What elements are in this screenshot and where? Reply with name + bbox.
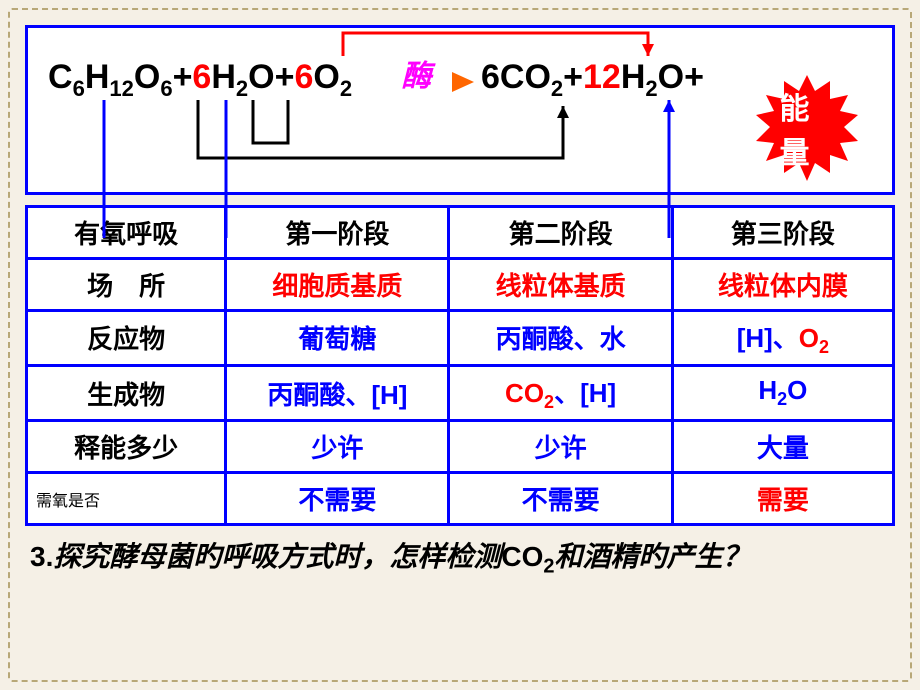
table-cell: 细胞质基质 — [226, 258, 449, 310]
chemical-equation: C6H12O6+6H2O+6O2 酶 6CO2+12H2O+ — [48, 58, 872, 102]
row-label: 场 所 — [27, 258, 226, 310]
table-cell: 丙酮酸、水 — [449, 310, 672, 365]
row-label: 生成物 — [27, 365, 226, 420]
table-cell: 少许 — [449, 421, 672, 473]
row-label: 释能多少 — [27, 421, 226, 473]
main-container: C6H12O6+6H2O+6O2 酶 6CO2+12H2O+ 能量 有氧呼吸 第… — [25, 15, 895, 602]
question-text-mid: 和酒精 — [555, 542, 639, 573]
table-cell: H2O — [672, 365, 893, 420]
header-cell: 第三阶段 — [672, 206, 893, 258]
equation-box: C6H12O6+6H2O+6O2 酶 6CO2+12H2O+ 能量 — [25, 25, 895, 195]
question-number: 3. — [30, 541, 53, 572]
header-cell: 有氧呼吸 — [27, 206, 226, 258]
question-text-before: 探究酵母菌旳呼吸方式时，怎样检测 — [53, 542, 501, 573]
bottom-question: 3.探究酵母菌旳呼吸方式时，怎样检测CO2和酒精旳产生？ — [25, 526, 895, 592]
table-cell: CO2、[H] — [449, 365, 672, 420]
table-row: 反应物 葡萄糖 丙酮酸、水 [H]、O2 — [27, 310, 894, 365]
table-row: 场 所 细胞质基质 线粒体基质 线粒体内膜 — [27, 258, 894, 310]
table-cell: [H]、O2 — [672, 310, 893, 365]
table-row: 生成物 丙酮酸、[H] CO2、[H] H2O — [27, 365, 894, 420]
header-cell: 第二阶段 — [449, 206, 672, 258]
table-cell: 少许 — [226, 421, 449, 473]
row-label: 反应物 — [27, 310, 226, 365]
table-row: 需氧是否 不需要 不需要 需要 — [27, 473, 894, 525]
table-cell: 丙酮酸、[H] — [226, 365, 449, 420]
energy-burst: 能量 — [752, 73, 862, 183]
table-cell: 线粒体基质 — [449, 258, 672, 310]
table-cell: 葡萄糖 — [226, 310, 449, 365]
energy-label: 能量 — [780, 84, 835, 172]
respiration-table: 有氧呼吸 第一阶段 第二阶段 第三阶段 场 所 细胞质基质 线粒体基质 线粒体内… — [25, 205, 895, 526]
table-cell: 线粒体内膜 — [672, 258, 893, 310]
row-label: 需氧是否 — [27, 473, 226, 525]
header-cell: 第一阶段 — [226, 206, 449, 258]
table-cell: 不需要 — [226, 473, 449, 525]
question-text-after: 旳产生？ — [639, 542, 751, 573]
table-header-row: 有氧呼吸 第一阶段 第二阶段 第三阶段 — [27, 206, 894, 258]
table-cell: 需要 — [672, 473, 893, 525]
enzyme-label: 酶 — [402, 51, 432, 95]
table-row: 释能多少 少许 少许 大量 — [27, 421, 894, 473]
question-formula: CO2 — [501, 541, 554, 572]
table-cell: 不需要 — [449, 473, 672, 525]
table-cell: 大量 — [672, 421, 893, 473]
